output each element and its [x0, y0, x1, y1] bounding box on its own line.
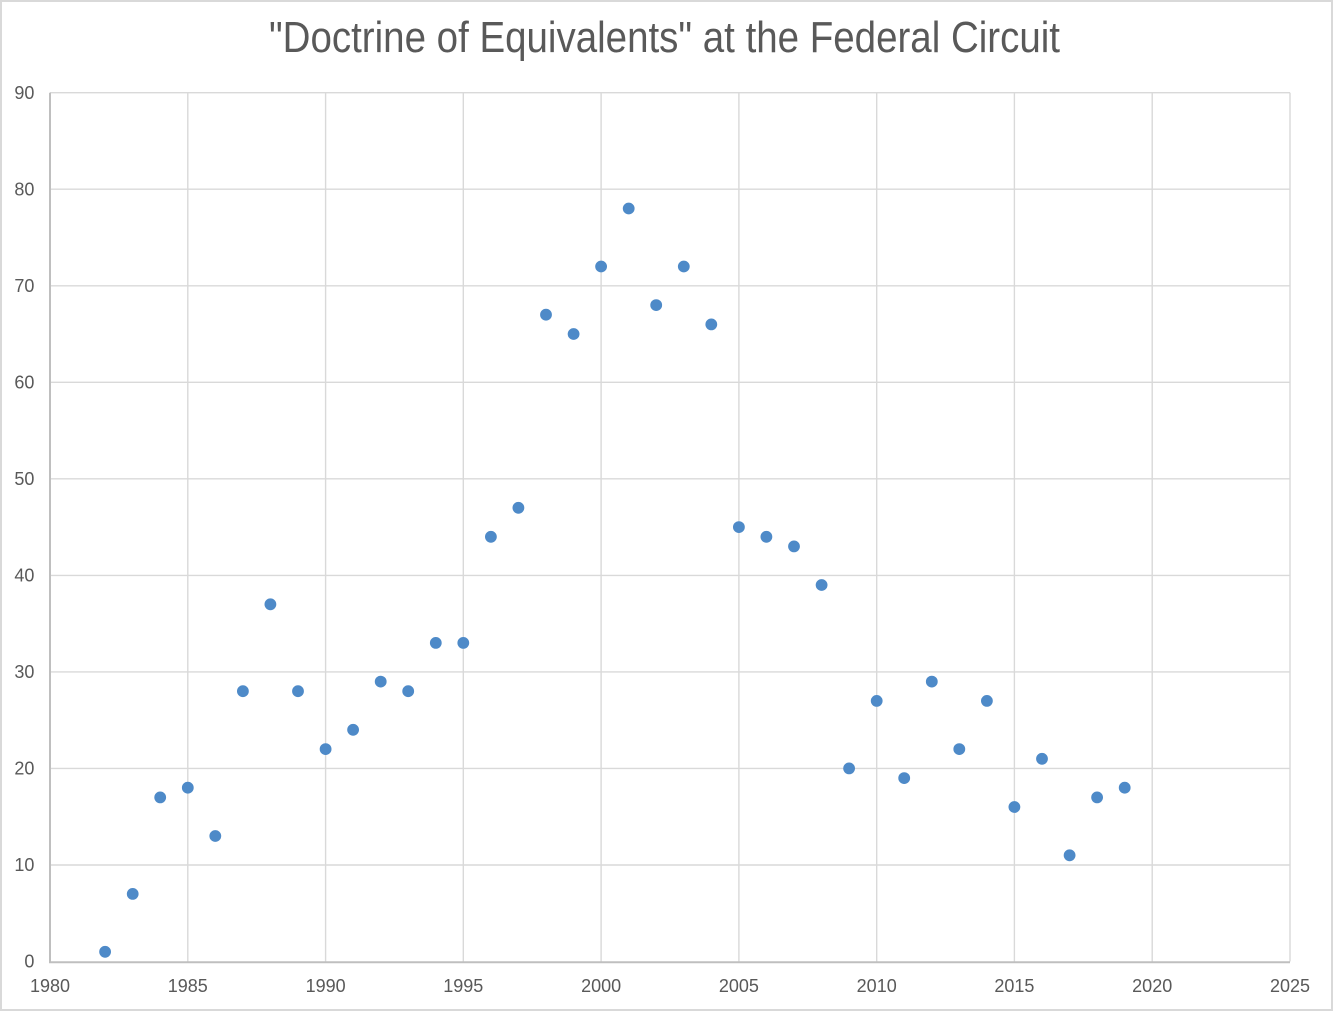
- svg-text:2020: 2020: [1132, 976, 1172, 996]
- svg-text:2025: 2025: [1270, 976, 1310, 996]
- svg-text:2015: 2015: [994, 976, 1034, 996]
- svg-text:70: 70: [14, 276, 34, 296]
- svg-text:50: 50: [14, 469, 34, 489]
- svg-text:2005: 2005: [719, 976, 759, 996]
- svg-text:80: 80: [14, 179, 34, 199]
- svg-text:40: 40: [14, 566, 34, 586]
- svg-text:2010: 2010: [857, 976, 897, 996]
- svg-text:90: 90: [14, 83, 34, 103]
- svg-text:1985: 1985: [168, 976, 208, 996]
- svg-text:"Doctrine of Equivalents" at t: "Doctrine of Equivalents" at the Federal…: [269, 13, 1060, 62]
- svg-text:20: 20: [14, 759, 34, 779]
- svg-text:30: 30: [14, 662, 34, 682]
- svg-text:10: 10: [14, 855, 34, 875]
- svg-text:1980: 1980: [30, 976, 70, 996]
- svg-text:2000: 2000: [581, 976, 621, 996]
- svg-text:60: 60: [14, 373, 34, 393]
- svg-text:1995: 1995: [443, 976, 483, 996]
- svg-text:1990: 1990: [306, 976, 346, 996]
- svg-text:0: 0: [24, 952, 34, 972]
